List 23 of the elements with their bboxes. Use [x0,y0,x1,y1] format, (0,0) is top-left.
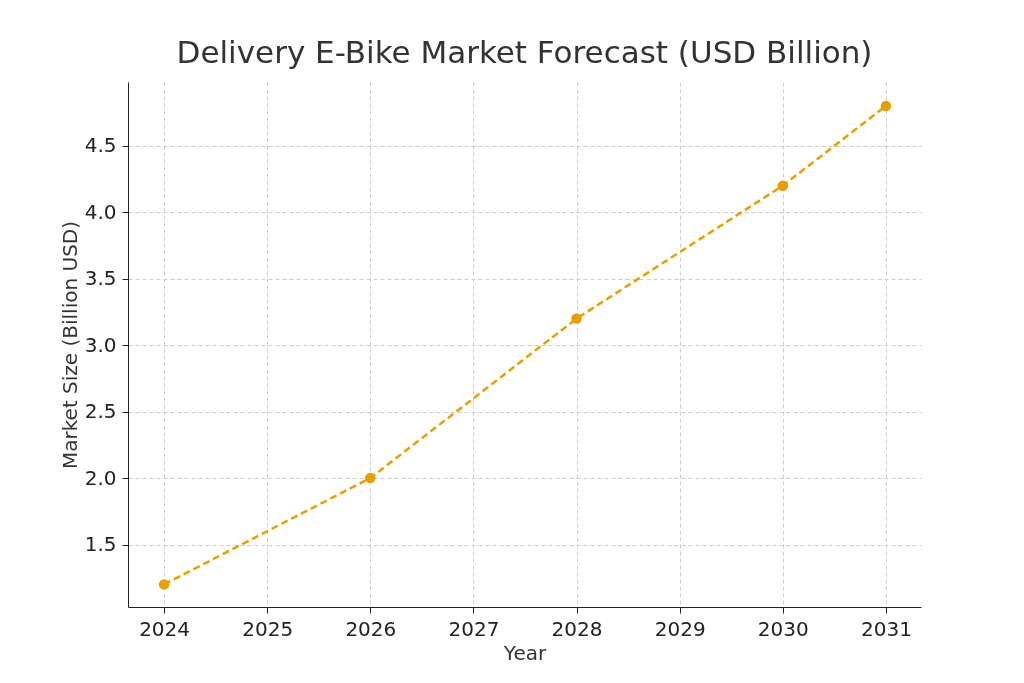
point [777,180,789,191]
point [158,579,170,590]
y-tick-label: 4.0 [84,199,117,224]
chart-title: Delivery E-Bike Market Forecast (USD Billion) [176,34,873,70]
y-axis-title: Market Size (Billion USD) [57,220,82,470]
y-tick-label: 2.5 [84,399,117,424]
point [365,472,376,484]
point [880,100,892,112]
x-tick-label: 2029 [654,616,706,641]
y-tick-label: 3.0 [84,332,117,357]
x-tick-label: 2027 [448,616,500,641]
x-tick-label: 2024 [139,616,191,641]
x-axis-title: Year [502,640,547,665]
x-tick-label: 2028 [551,616,603,641]
x-tick-label: 2026 [345,616,397,641]
x-tick-label: 2025 [242,616,294,641]
y-tick-label: 2.0 [84,465,117,490]
y-tick-label: 3.5 [84,266,117,291]
x-tick-label: 2030 [757,616,809,641]
y-tick-label: 4.5 [84,133,117,158]
x-tick-label: 2031 [860,616,912,641]
point [571,313,582,324]
y-tick-label: 1.5 [84,532,117,557]
